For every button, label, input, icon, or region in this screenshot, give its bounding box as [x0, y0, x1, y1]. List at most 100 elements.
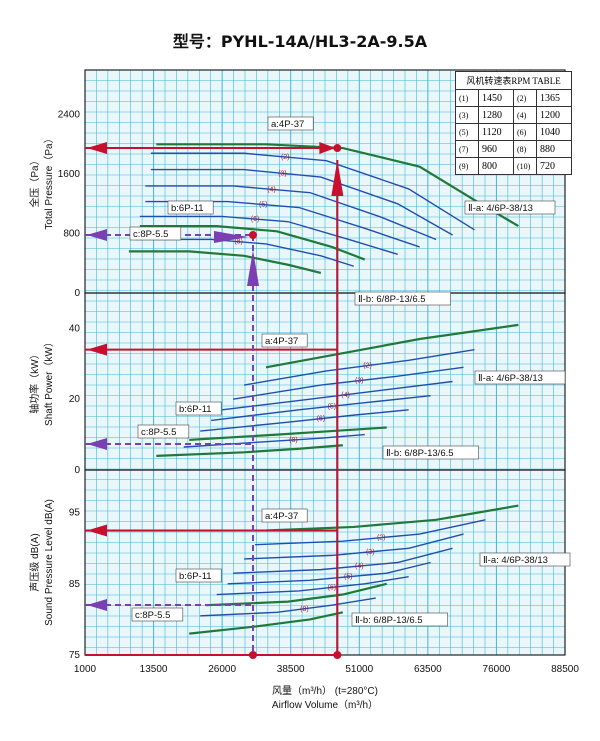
series-line	[128, 250, 322, 274]
operating-arrow-left	[87, 142, 107, 155]
annotation-box	[464, 200, 556, 215]
rpm-value: 1120	[478, 123, 514, 141]
annotation-label: b:6P-11	[179, 404, 212, 415]
x-tick-label: 76000	[483, 664, 511, 675]
series-line	[216, 576, 409, 596]
annotation-box	[351, 612, 448, 627]
rpm-index: (8)	[513, 140, 537, 158]
y-tick-label: 75	[69, 650, 81, 661]
y-tick-label: 2400	[58, 110, 81, 121]
curve-number-label: (5)	[259, 202, 268, 209]
curve-number-label: (5)	[344, 574, 353, 581]
annotation-box	[167, 200, 214, 215]
annotation-box	[382, 445, 479, 460]
secondary-arrow-up	[247, 250, 259, 286]
y-tick-label: 85	[69, 579, 81, 590]
rpm-index: (9)	[455, 157, 479, 175]
rpm-index: (4)	[513, 106, 537, 124]
series-line	[227, 561, 431, 585]
y-axis-label-cn: 轴功率（kW）	[28, 349, 41, 413]
annotation-label: a:4P-37	[265, 336, 298, 347]
annotation-label: Ⅱ-a: 4/6P-38/13	[478, 373, 543, 384]
series-line	[200, 409, 409, 432]
secondary-arrow-left	[87, 438, 107, 450]
operating-arrow-left	[87, 524, 107, 537]
x-tick-label: 51000	[345, 664, 373, 675]
annotation-box	[474, 370, 566, 385]
y-tick-label: 0	[74, 465, 80, 476]
annotation-label: Ⅱ-b: 6/8P-13/6.5	[358, 294, 426, 305]
annotation-box	[479, 552, 571, 567]
y-axis-label-en: Shaft Power（kW）	[43, 337, 55, 426]
series-line	[139, 225, 366, 261]
series-line	[156, 444, 343, 457]
series-line	[265, 323, 519, 369]
curve-number-label: (8)	[289, 437, 298, 444]
annotation-label: Ⅱ-a: 4/6P-38/13	[468, 203, 533, 214]
rpm-value: 1040	[536, 123, 572, 141]
x-tick-label: 88500	[551, 664, 579, 675]
annotation-label: c:8P-5.5	[141, 427, 176, 438]
rpm-index: (7)	[455, 140, 479, 158]
annotation-box	[175, 568, 222, 583]
rpm-table: 风机转速表RPM TABLE (1) 1450 (2) 1365 (3) 128…	[455, 71, 572, 175]
rpm-value: 960	[478, 140, 514, 158]
series-line	[244, 533, 464, 560]
operating-point-marker	[333, 144, 342, 153]
curve-number-label: (8)	[300, 606, 309, 613]
annotation-label: c:8P-5.5	[133, 229, 168, 240]
series-line	[243, 348, 475, 386]
annotation-label: b:6P-11	[171, 203, 204, 214]
secondary-arrow-left	[87, 229, 107, 241]
rpm-index: (2)	[513, 89, 537, 107]
annotation-label: a:4P-37	[271, 119, 304, 130]
annotation-box	[354, 291, 451, 306]
curve-number-label: (6)	[251, 216, 260, 223]
annotation-box	[261, 333, 308, 348]
series-line	[145, 185, 437, 241]
x-tick-label: 63500	[414, 664, 442, 675]
annotation-box	[261, 508, 308, 523]
rpm-value: 1200	[536, 106, 572, 124]
rpm-value: 720	[536, 157, 572, 175]
curve-number-label: (6)	[328, 584, 337, 591]
x-tick-label: 13500	[140, 664, 168, 675]
rpm-index: (5)	[455, 123, 479, 141]
series-line	[150, 168, 453, 236]
annotation-box	[175, 401, 222, 416]
annotation-label: Ⅱ-b: 6/8P-13/6.5	[355, 615, 423, 626]
series-line	[211, 394, 431, 422]
curve-number-label: (4)	[341, 392, 350, 399]
y-tick-label: 95	[69, 508, 81, 519]
curve-number-label: (3)	[366, 549, 375, 556]
y-tick-label: 1600	[58, 169, 81, 180]
curve-number-label: (2)	[377, 535, 386, 542]
y-axis-label-cn: 声压级 dB(A)	[28, 533, 41, 591]
rpm-value: 880	[536, 140, 572, 158]
curve-number-label: (4)	[355, 563, 364, 570]
series-line	[139, 215, 398, 256]
series-line	[189, 611, 344, 635]
secondary-arrow-right	[214, 231, 248, 243]
curve-number-label: (8)	[234, 239, 243, 246]
x-tick-label: 1000	[74, 664, 97, 675]
rpm-index: (10)	[513, 157, 537, 175]
curve-number-label: (3)	[278, 170, 287, 177]
series-line	[233, 366, 464, 400]
annotation-box	[137, 424, 190, 439]
operating-arrow-right	[319, 142, 336, 155]
secondary-point-marker	[249, 231, 257, 239]
y-tick-label: 0	[74, 288, 80, 299]
y-tick-label: 40	[69, 323, 81, 334]
table-row: (7) 960 (8) 880	[455, 140, 572, 158]
chart-title: 型号：PYHL-14A/HL3-2A-9.5A	[172, 32, 428, 51]
curve-number-label: (3)	[355, 378, 364, 385]
table-row: (9) 800 (10) 720	[455, 157, 572, 175]
series-line	[222, 380, 453, 411]
series-line	[205, 582, 387, 607]
curve-number-label: (2)	[363, 363, 372, 370]
series-line	[189, 426, 387, 442]
table-row: (5) 1120 (6) 1040	[455, 123, 572, 141]
rpm-index: (3)	[455, 106, 479, 124]
